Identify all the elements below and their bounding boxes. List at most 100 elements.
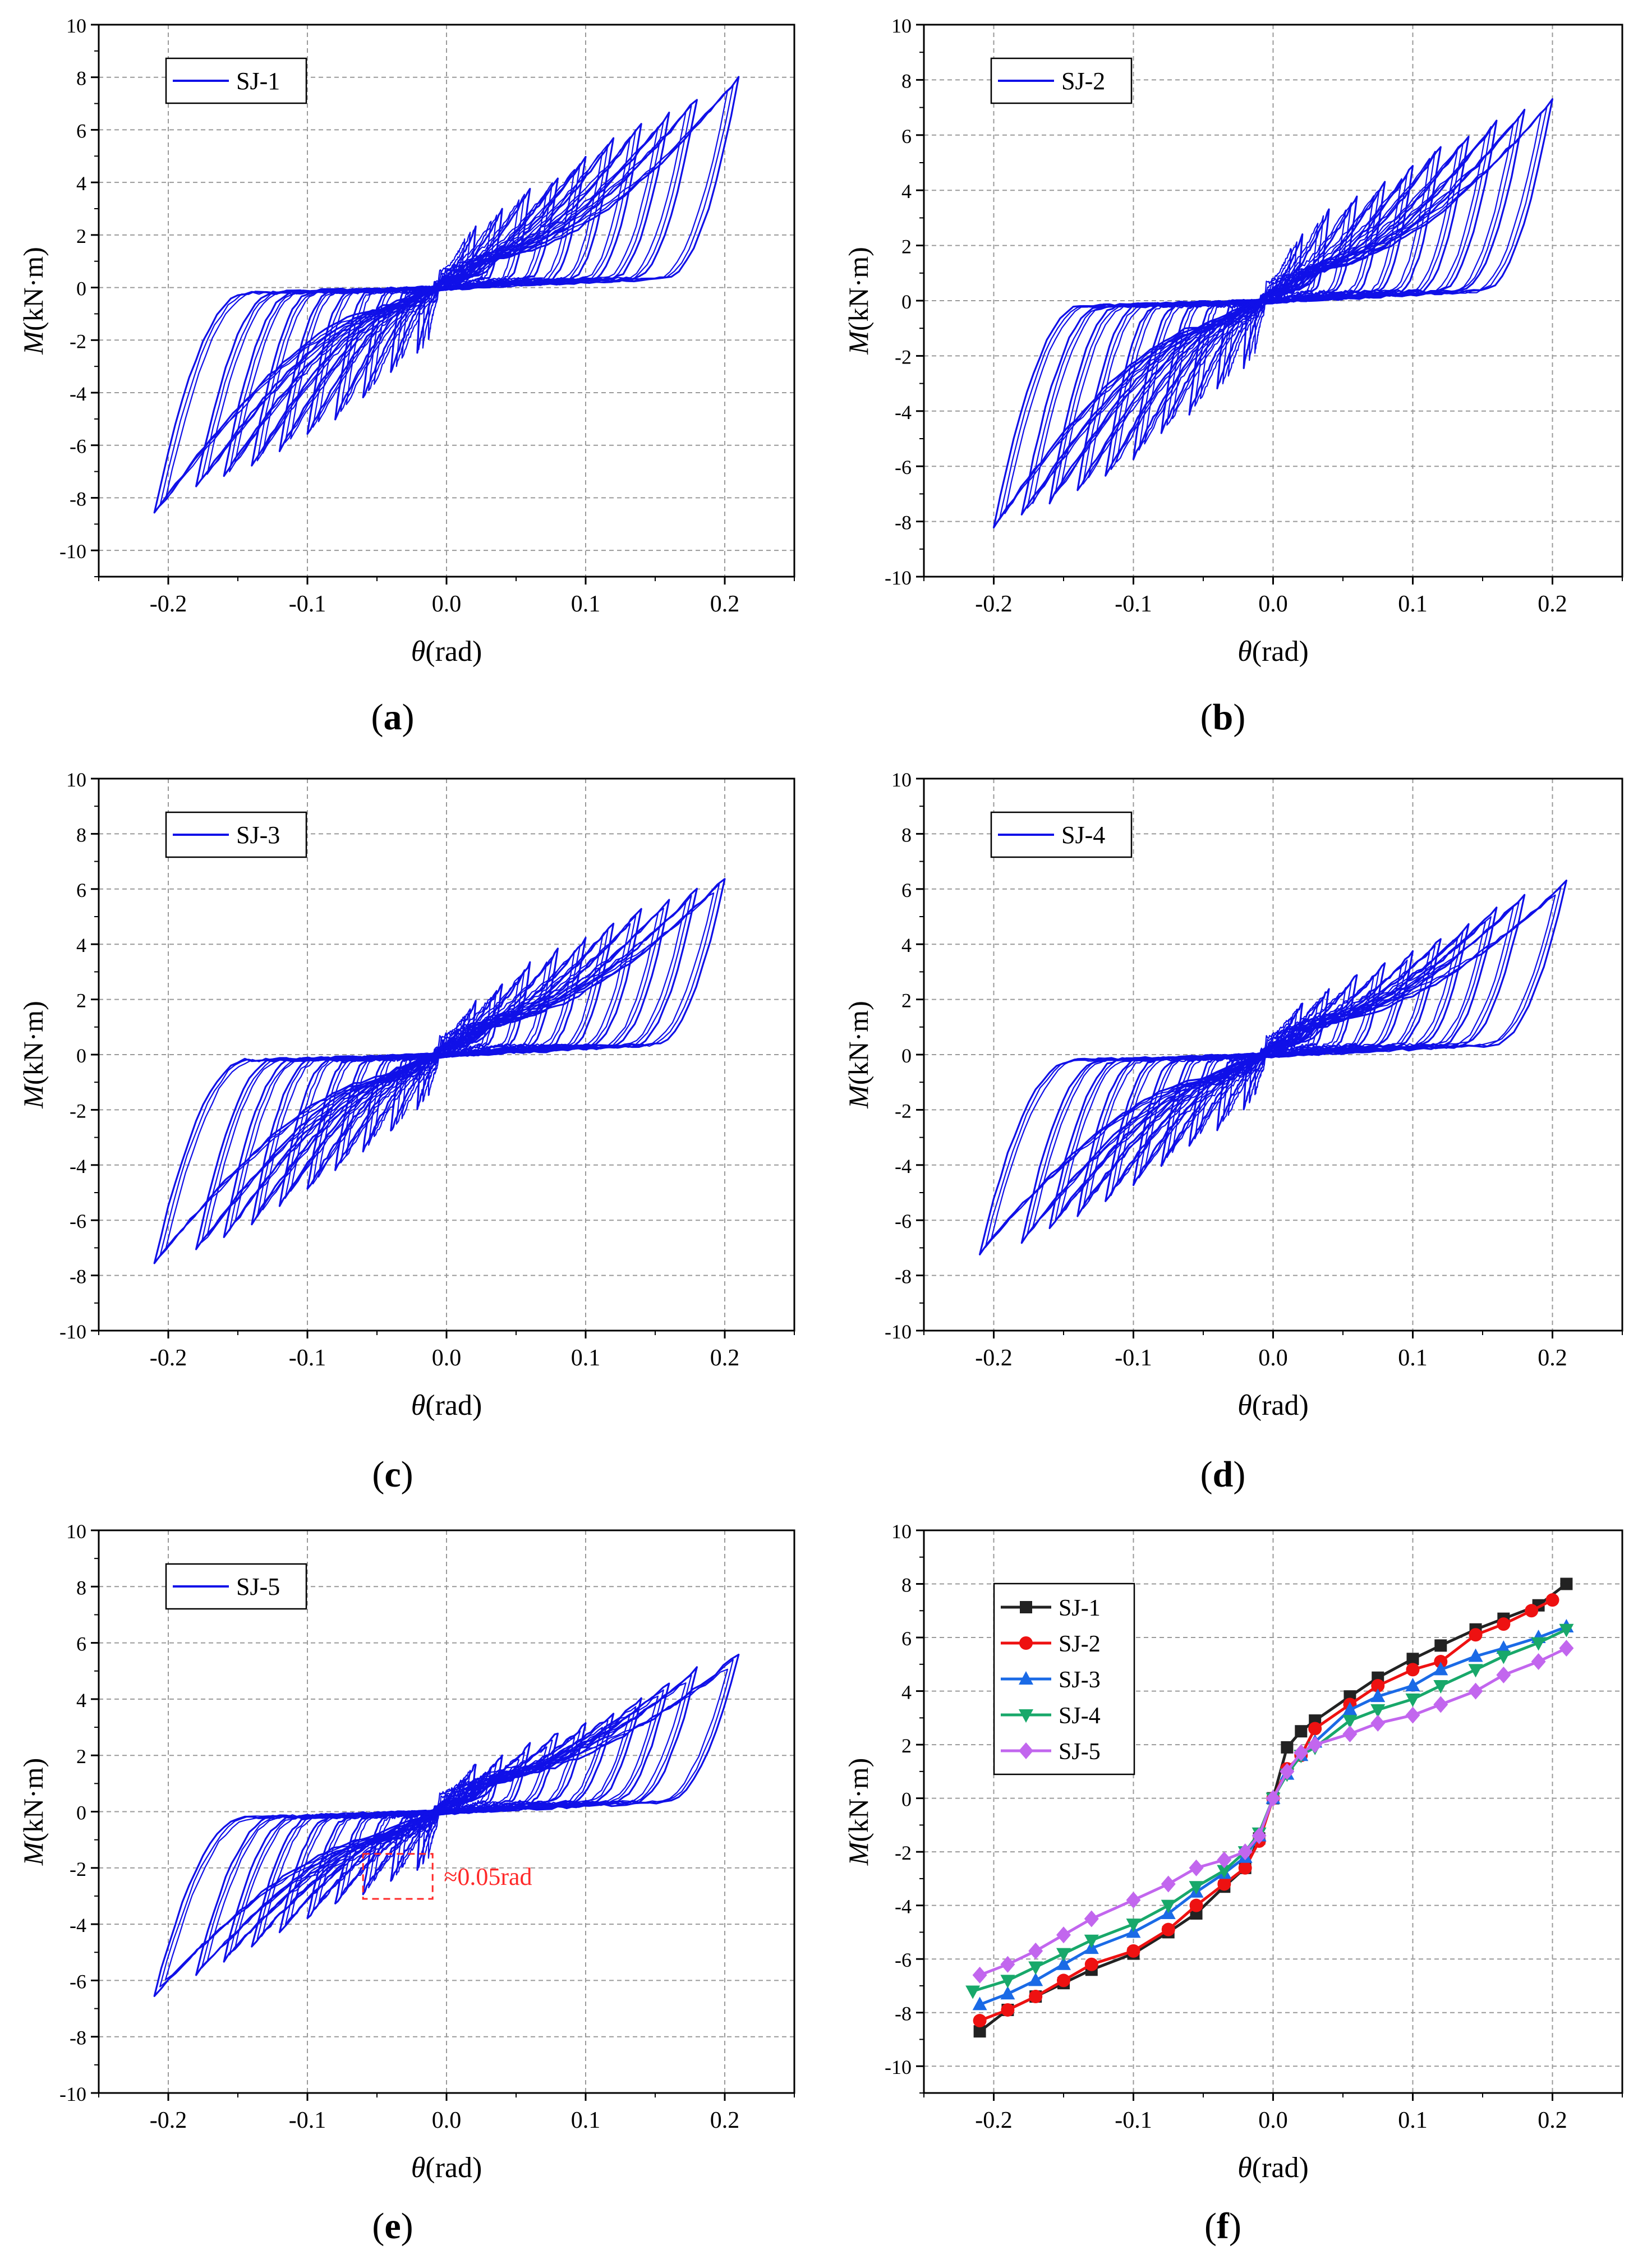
y-tick-label: -4 — [70, 1914, 86, 1936]
marker-triangle-down — [1342, 1715, 1358, 1729]
y-tick-label: -10 — [885, 1321, 912, 1343]
x-tick-label: -0.1 — [289, 1345, 326, 1371]
marker-circle — [1545, 1593, 1559, 1607]
marker-square — [1281, 1741, 1294, 1754]
marker-triangle-down — [1433, 1680, 1448, 1694]
x-axis-unit: (rad) — [425, 1390, 482, 1421]
x-axis-title: θ(rad) — [411, 1390, 482, 1421]
x-tick-label: 0.0 — [1258, 591, 1288, 617]
hysteresis-curves — [979, 880, 1567, 1255]
marker-circle — [1057, 1973, 1070, 1988]
x-tick-label: 0.0 — [432, 2108, 462, 2133]
marker-triangle-down — [1084, 1934, 1099, 1948]
marker-triangle-up — [1405, 1678, 1420, 1692]
y-axis-title: M(kN·m) — [17, 1001, 49, 1109]
marker-triangle-up — [1000, 1986, 1015, 2000]
panel-label-close: ) — [401, 1454, 413, 1495]
panel-label-close: ) — [401, 2206, 413, 2247]
y-axis-unit: (kN·m) — [17, 1001, 49, 1085]
x-tick-label: 0.0 — [1258, 2108, 1288, 2133]
x-tick-label: 0.0 — [1258, 1345, 1288, 1371]
x-tick-label: 0.1 — [1398, 2108, 1428, 2133]
x-axis-symbol: θ — [411, 1390, 426, 1421]
panel-label-letter: a — [384, 697, 402, 738]
y-tick-label: 0 — [76, 1045, 86, 1067]
x-tick-label: -0.1 — [1115, 591, 1152, 617]
y-tick-label: 10 — [66, 15, 86, 37]
y-axis-title: M(kN·m) — [843, 1758, 874, 1866]
x-tick-label: -0.2 — [150, 2108, 187, 2133]
y-axis-symbol: M — [17, 1084, 49, 1109]
hysteresis-loop — [164, 892, 715, 1251]
y-tick-label: 2 — [76, 1745, 86, 1768]
y-tick-label: -6 — [895, 456, 912, 479]
x-tick-label: 0.0 — [432, 1345, 462, 1371]
y-tick-label: -10 — [59, 540, 86, 563]
marker-triangle-up — [1433, 1662, 1448, 1676]
panel-label: (c) — [372, 1454, 413, 1495]
y-tick-label: 8 — [901, 1574, 912, 1597]
chart-panel-a: -0.2 -0.1 0.0 0.1 0.2 -10 -8 -6 -4 -2 0 2 4 6 8 10 θ(rad… — [17, 15, 795, 738]
legend-label: SJ-2 — [1061, 67, 1105, 95]
y-tick-label: -8 — [70, 487, 86, 510]
y-tick-label: -6 — [895, 1210, 912, 1232]
panel-label-letter: f — [1217, 2206, 1230, 2247]
y-tick-label: 6 — [76, 1633, 86, 1655]
y-tick-label: 8 — [901, 70, 912, 92]
y-tick-label: 0 — [901, 1045, 912, 1067]
chart-panel-d: -0.2 -0.1 0.0 0.1 0.2 -10 -8 -6 -4 -2 0 2 4 6 8 10 θ(rad… — [843, 769, 1623, 1495]
legend-label: SJ-5 — [236, 1573, 280, 1600]
marker-diamond — [1266, 1789, 1281, 1807]
marker-circle — [1371, 1679, 1385, 1693]
marker-circle — [1308, 1722, 1322, 1736]
x-tick-label: -0.1 — [289, 591, 326, 617]
marker-circle — [1217, 1877, 1231, 1891]
y-axis-symbol: M — [843, 1084, 874, 1109]
marker-circle — [1189, 1898, 1203, 1912]
legend-label: SJ-1 — [1059, 1595, 1101, 1621]
marker-triangle-down — [1056, 1948, 1071, 1962]
marker-triangle-down — [1468, 1664, 1483, 1678]
panel-label: (b) — [1200, 697, 1246, 738]
legend-label: SJ-5 — [1059, 1739, 1101, 1765]
y-tick-label: -2 — [895, 1100, 912, 1122]
y-tick-label: -8 — [895, 512, 912, 534]
hysteresis-loop — [153, 878, 726, 1264]
y-tick-label: 8 — [76, 1576, 86, 1599]
marker-square — [1295, 1725, 1308, 1738]
y-tick-label: 10 — [891, 769, 912, 791]
marker-triangle-down — [1559, 1623, 1574, 1637]
x-tick-label: 0.2 — [1538, 1345, 1567, 1371]
hysteresis-loop — [990, 894, 1556, 1241]
y-tick-label: -2 — [895, 1842, 912, 1864]
y-tick-label: 6 — [901, 125, 912, 148]
marker-circle — [1019, 1636, 1033, 1650]
marker-circle — [1029, 1990, 1043, 2004]
y-tick-label: -8 — [70, 1266, 86, 1288]
x-axis-symbol: θ — [1237, 636, 1252, 668]
y-axis-unit: (kN·m) — [17, 1758, 49, 1842]
y-tick-label: 2 — [76, 225, 86, 247]
marker-triangle-up — [1468, 1648, 1483, 1662]
panel-label-open: ( — [1204, 2206, 1217, 2247]
x-axis-title: θ(rad) — [411, 636, 482, 668]
x-tick-label: 0.1 — [1398, 1345, 1428, 1371]
y-tick-label: 4 — [901, 934, 912, 956]
y-tick-label: -4 — [70, 1155, 86, 1177]
marker-triangle-down — [1217, 1865, 1232, 1879]
y-tick-label: 10 — [66, 1520, 86, 1543]
marker-triangle-down — [1496, 1650, 1511, 1664]
y-tick-label: 10 — [66, 769, 86, 791]
panel-label-letter: b — [1213, 697, 1234, 738]
x-tick-label: -0.2 — [150, 591, 187, 617]
y-tick-label: -4 — [895, 401, 912, 424]
marker-diamond — [1084, 1910, 1099, 1927]
y-tick-label: -2 — [895, 346, 912, 368]
panel-label: (d) — [1200, 1454, 1246, 1495]
y-axis-unit: (kN·m) — [843, 1001, 874, 1085]
x-tick-label: 0.2 — [710, 2108, 740, 2133]
x-tick-label: 0.2 — [1538, 2108, 1567, 2133]
y-tick-label: -4 — [70, 383, 86, 405]
marker-circle — [1161, 1922, 1175, 1936]
